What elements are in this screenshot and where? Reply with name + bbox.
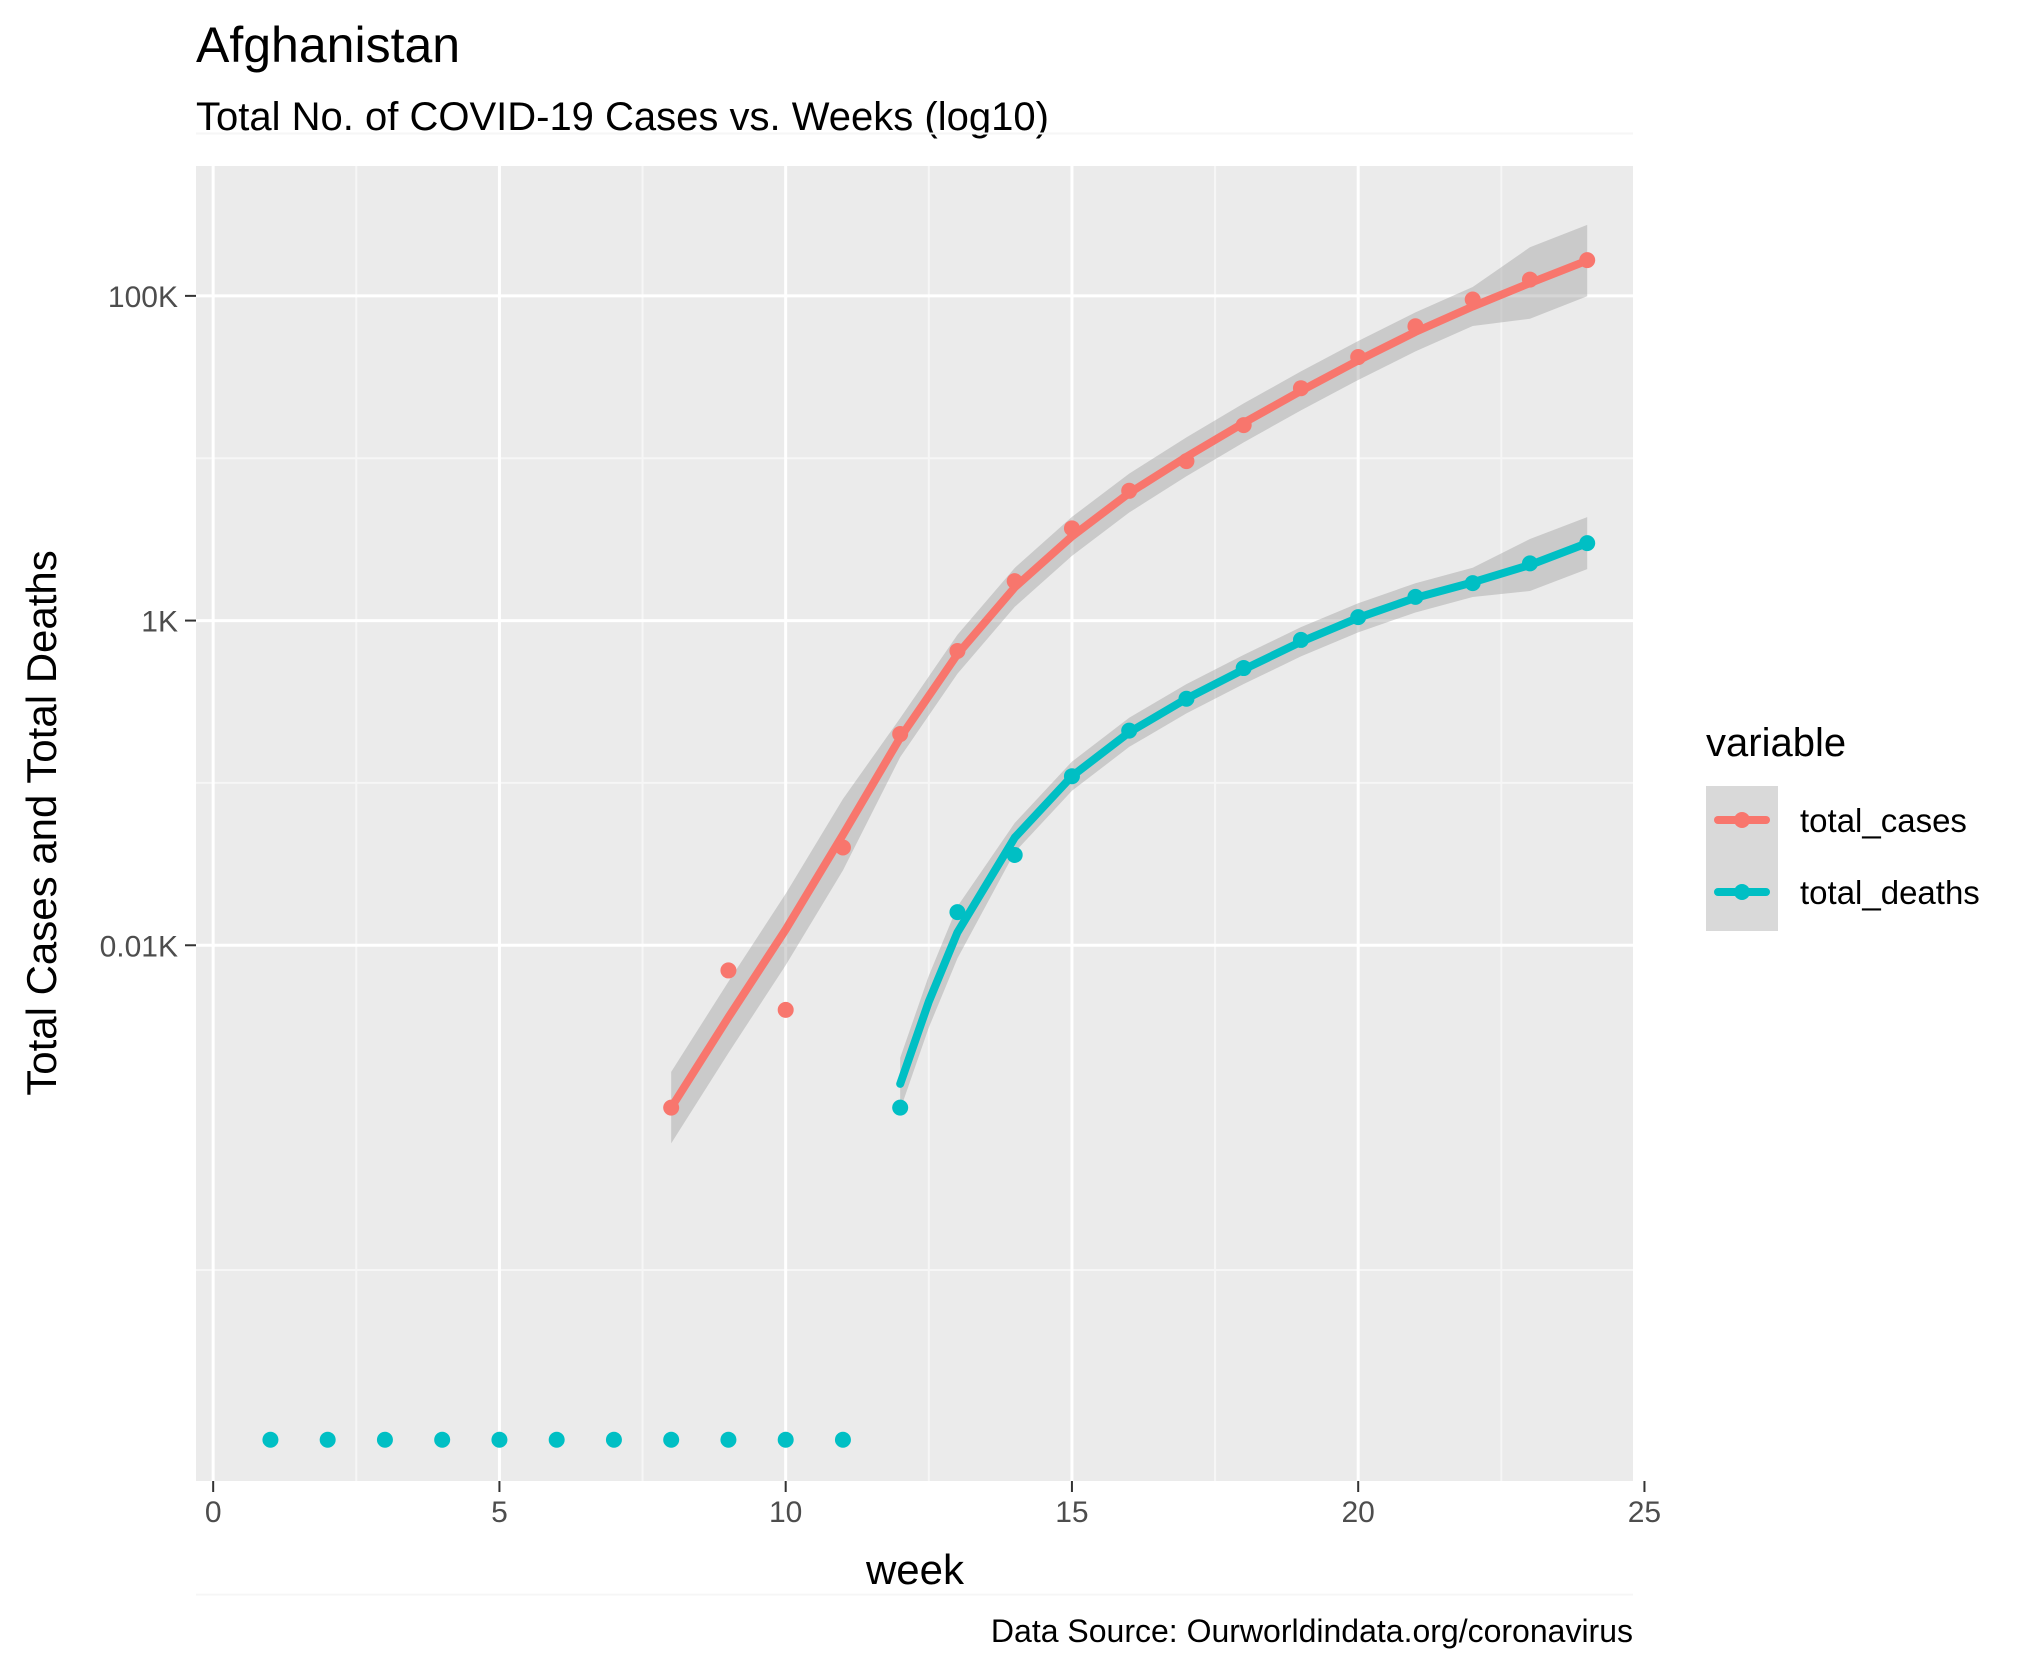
y-tick-label: 0.01K [100, 930, 178, 963]
data-point-total-cases [1464, 291, 1481, 308]
data-point-total-cases [1407, 318, 1424, 335]
x-tick-label: 20 [1342, 1496, 1375, 1529]
legend-point-total-cases [1734, 812, 1750, 828]
data-point-total-deaths [1063, 768, 1080, 785]
data-point-total-cases [1006, 573, 1023, 590]
legend-title: variable [1706, 721, 1846, 765]
x-tick-label: 0 [205, 1496, 222, 1529]
data-point-total-deaths [949, 904, 966, 921]
legend-key-background [1706, 786, 1778, 931]
data-point-total-deaths [777, 1431, 794, 1448]
data-point-total-cases [949, 642, 966, 659]
data-point-total-deaths [834, 1431, 851, 1448]
data-point-total-deaths [376, 1431, 393, 1448]
x-tick-label: 15 [1055, 1496, 1088, 1529]
legend-label-total-cases: total_cases [1800, 802, 1967, 839]
data-point-total-deaths [434, 1431, 451, 1448]
grid-major [196, 166, 1646, 1481]
data-point-total-deaths [1178, 690, 1195, 707]
data-point-total-cases [1063, 520, 1080, 537]
grid-minor [196, 132, 1633, 1596]
data-point-total-cases [892, 726, 909, 743]
x-axis-title: week [865, 1546, 965, 1593]
data-point-total-deaths [1521, 555, 1538, 572]
data-point-total-cases [777, 1001, 794, 1018]
legend-keys [1714, 812, 1770, 900]
data-point-total-deaths [548, 1431, 565, 1448]
y-tick-label: 1K [141, 606, 178, 639]
data-point-total-deaths [605, 1431, 622, 1448]
data-point-total-deaths [1006, 846, 1023, 863]
data-point-total-deaths [720, 1431, 737, 1448]
y-axis-title: Total Cases and Total Deaths [18, 550, 65, 1096]
data-point-total-deaths [1464, 575, 1481, 592]
y-tick-label: 100K [108, 281, 178, 314]
data-point-total-deaths [1579, 535, 1596, 552]
axes: 0 5 10 15 20 25 0.01K 1K 100K [100, 281, 1662, 1529]
legend-point-total-deaths [1734, 884, 1750, 900]
plot-background [196, 166, 1633, 1481]
data-point-total-cases [1121, 482, 1138, 499]
data-point-total-deaths [491, 1431, 508, 1448]
data-point-total-cases [1521, 271, 1538, 288]
data-point-total-deaths [1350, 609, 1367, 626]
data-point-total-cases [1292, 380, 1309, 397]
data-point-total-cases [1235, 417, 1252, 434]
data-point-total-deaths [892, 1099, 909, 1116]
data-point-total-cases [834, 839, 851, 856]
data-point-total-deaths [1121, 722, 1138, 739]
plot-area [196, 132, 1646, 1596]
x-tick-label: 10 [769, 1496, 802, 1529]
legend-label-total-deaths: total_deaths [1800, 874, 1980, 911]
data-point-total-cases [720, 962, 737, 979]
x-tick-label: 25 [1628, 1496, 1661, 1529]
data-point-total-deaths [1235, 660, 1252, 677]
x-tick-label: 5 [491, 1496, 508, 1529]
series-points [262, 252, 1596, 1448]
data-point-total-cases [1579, 252, 1596, 269]
data-point-total-cases [1178, 453, 1195, 470]
data-point-total-cases [1350, 349, 1367, 366]
legend: variable total_cases total_deaths [1706, 721, 1980, 931]
data-point-total-deaths [319, 1431, 336, 1448]
data-point-total-deaths [1292, 631, 1309, 648]
data-point-total-deaths [1407, 588, 1424, 605]
chart-caption: Data Source: Ourworldindata.org/coronavi… [991, 1613, 1633, 1649]
chart-title: Afghanistan [196, 17, 460, 73]
confidence-ribbon-total-cases [671, 224, 1588, 1144]
data-point-total-deaths [663, 1431, 680, 1448]
chart-subtitle: Total No. of COVID-19 Cases vs. Weeks (l… [196, 95, 1049, 139]
data-point-total-deaths [262, 1431, 279, 1448]
series-line-total-deaths [896, 539, 1592, 1088]
data-point-total-cases [663, 1099, 680, 1116]
